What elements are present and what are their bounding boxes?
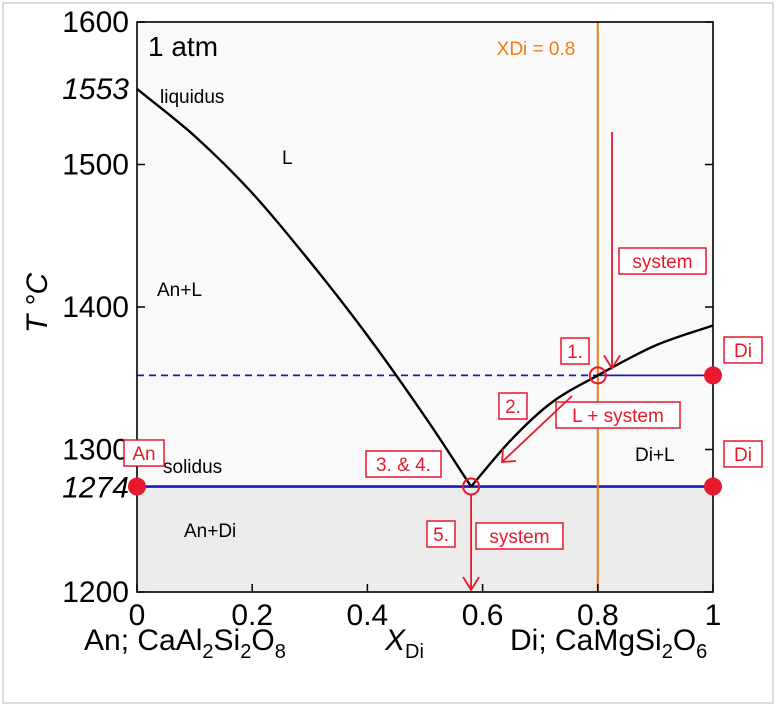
di-lower-label-box: [723, 440, 763, 468]
x-tick-label: 1: [705, 599, 722, 632]
formula-subscript: 2: [662, 641, 673, 663]
an-solid-dot: [128, 477, 146, 496]
arrow-down-from-eutectic: [462, 494, 480, 592]
l-plus-system-label: L + system: [572, 406, 664, 427]
arrow-down-to-point-1: [603, 132, 621, 371]
formula-part: Si: [214, 624, 241, 657]
region-label-an-l: An+L: [157, 280, 202, 301]
di-lower-end-label: Di: [734, 445, 752, 466]
formula-part: O: [251, 624, 274, 657]
step-3-4-box: [365, 450, 442, 478]
composition-line-label: XDi = 0.8: [497, 39, 576, 60]
y-tick-label: 1300: [62, 434, 129, 467]
an-end-label: An: [132, 444, 155, 465]
solidus-label: solidus: [163, 457, 222, 478]
y-tick-label: 1400: [62, 291, 129, 324]
step-1-label: 1.: [567, 342, 583, 363]
arrow-along-liquidus: [501, 395, 573, 463]
right-endmember-label: Di; CaMgSi2O6: [510, 624, 707, 663]
formula-part: CaAl: [137, 624, 202, 657]
di-upper-label-box: [723, 336, 763, 364]
di-upper-solid-dot: [704, 366, 722, 385]
region-label-an-di: An+Di: [184, 521, 236, 542]
x-axis-label-subscript: Di: [405, 641, 424, 663]
y-tick-label: 1200: [62, 576, 129, 609]
di-upper-end-label: Di: [734, 341, 752, 362]
system-bottom-label: system: [489, 527, 549, 548]
y-tick-label: 1600: [62, 6, 129, 39]
y-tick-label: 1500: [62, 149, 129, 182]
x-tick-label: 0: [129, 599, 146, 632]
x-tick-label: 0.8: [577, 599, 619, 632]
an-label-box: [123, 439, 165, 467]
left-endmember-label: An; CaAl2Si2O8: [84, 624, 286, 663]
red-annotations: An Di Di system 1. 2. L + system 3. & 4.…: [123, 132, 763, 592]
t-right-end-prefix: Di;: [510, 624, 555, 657]
liquidus-curve-an-side: [136, 88, 473, 488]
step-1-box: [560, 337, 590, 365]
formula-part: CaMgSi: [555, 624, 662, 657]
point-1-marker: [588, 366, 607, 385]
x-tick-label: 0.6: [462, 599, 504, 632]
formula-subscript: 2: [202, 641, 213, 663]
system-bottom-box: [475, 522, 564, 550]
formula-subscript: 8: [275, 641, 286, 663]
x-axis-label-main: X: [384, 624, 406, 657]
di-lower-solid-dot: [704, 477, 722, 496]
step-5-label: 5.: [433, 525, 449, 546]
step-5-box: [426, 520, 456, 548]
y-tick-label-1274: 1274: [62, 472, 129, 505]
step-3-4-label: 3. & 4.: [376, 455, 431, 476]
x-tick-label: 0.2: [231, 599, 273, 632]
y-tick-label-1553: 1553: [62, 73, 129, 106]
system-top-box: [618, 247, 707, 275]
system-top-label: system: [632, 252, 692, 273]
solid-region-background: [137, 486, 713, 592]
step-2-label: 2.: [505, 397, 521, 418]
t-left-end-prefix: An;: [84, 624, 137, 657]
region-label-l: L: [282, 148, 293, 169]
y-axis-label: T °C: [21, 273, 54, 334]
liquidus-label: liquidus: [160, 87, 224, 108]
step-2-box: [498, 392, 528, 420]
axis-ticks: 0 0.2 0.4 0.6 0.8 1 1200 1300 1400 1500 1600: [62, 6, 721, 632]
formula-part: O: [673, 624, 696, 657]
formula-subscript: 6: [696, 641, 707, 663]
eutectic-marker: [462, 477, 481, 496]
x-axis-label: XDi: [384, 624, 424, 663]
x-tick-label: 0.4: [347, 599, 389, 632]
region-label-di-l: Di+L: [635, 445, 675, 466]
liquidus-curve-di-side: [470, 324, 714, 488]
formula-subscript: 2: [240, 641, 251, 663]
l-plus-system-box: [555, 401, 681, 429]
pressure-label: 1 atm: [148, 31, 218, 62]
